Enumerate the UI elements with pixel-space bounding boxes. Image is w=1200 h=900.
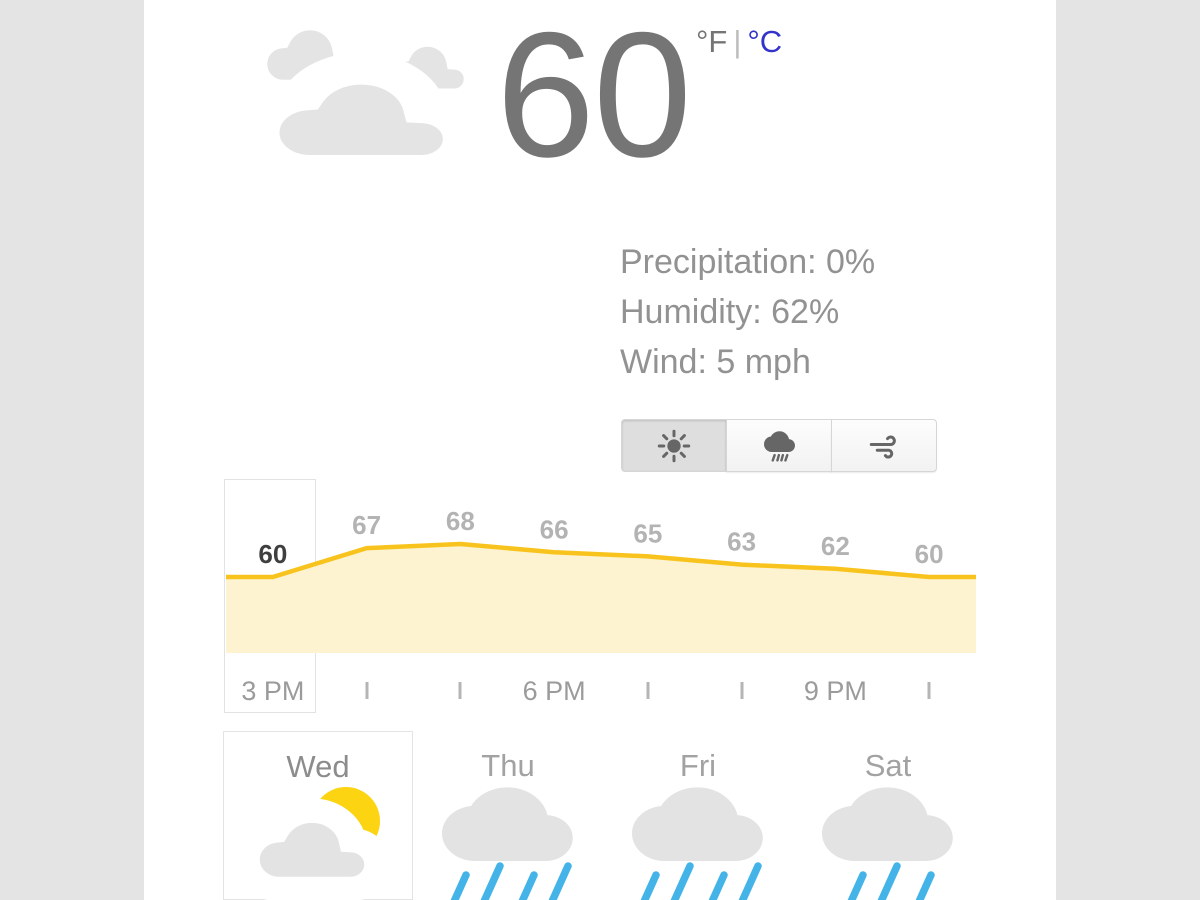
weather-card: 60 °F | °C Precipitation: 0% Humidity: 62%… xyxy=(144,0,1056,900)
axis-tick-label: 6 PM xyxy=(522,676,586,706)
rain-streak xyxy=(670,862,694,900)
axis-tick-bar xyxy=(740,682,744,699)
hour-temp-label: 60 xyxy=(915,539,944,569)
metric-tabs xyxy=(621,419,937,472)
day-label: Thu xyxy=(481,748,535,783)
hour-temp-label: 66 xyxy=(540,514,569,544)
tab-precipitation[interactable] xyxy=(726,419,832,472)
day-label: Sat xyxy=(864,748,912,783)
rain-streak xyxy=(708,871,728,900)
precipitation-text: Precipitation: 0% xyxy=(620,243,876,281)
fahrenheit-toggle[interactable]: °F xyxy=(696,24,728,59)
hour-temp-label: 65 xyxy=(633,518,662,548)
rain-icon xyxy=(632,787,763,900)
temperature-line xyxy=(226,541,976,580)
day-column-thu[interactable]: Thu xyxy=(413,731,603,900)
rain-icon xyxy=(442,787,573,900)
humidity-text: Humidity: 62% xyxy=(620,293,840,331)
day-column-wed[interactable]: Wed xyxy=(223,731,413,900)
axis-tick-bar xyxy=(365,682,369,699)
current-temperature: 60 xyxy=(496,0,692,194)
tab-temperature[interactable] xyxy=(621,419,727,472)
rain-streak xyxy=(480,862,504,900)
day-label: Fri xyxy=(679,748,717,783)
hour-temp-label: 68 xyxy=(446,506,475,536)
unit-toggle: °F | °C xyxy=(696,24,782,60)
hour-temp-label: 63 xyxy=(727,527,756,557)
sun-icon xyxy=(657,429,691,462)
rain-streak xyxy=(518,871,538,900)
wind-icon xyxy=(869,435,896,459)
rain-streak xyxy=(548,862,572,900)
tab-wind[interactable] xyxy=(831,419,937,472)
axis-tick-bar xyxy=(927,682,931,699)
rain-icon xyxy=(763,431,795,462)
rain-streak xyxy=(847,871,867,900)
day-column-fri[interactable]: Fri xyxy=(603,731,793,900)
hour-temp-label: 60 xyxy=(258,539,287,569)
temperature-area-fill xyxy=(226,544,976,653)
weather-details: Precipitation: 0% Humidity: 62% Wind: 5 … xyxy=(620,237,875,387)
partly-cloudy-icon xyxy=(242,787,394,900)
day-column-sat[interactable]: Sat xyxy=(793,731,983,900)
axis-tick-bar xyxy=(646,682,650,699)
rain-streak xyxy=(915,871,935,900)
day-label: Wed xyxy=(286,749,350,784)
hour-temp-label: 67 xyxy=(352,510,381,540)
rain-streak xyxy=(640,871,660,900)
rain-streak xyxy=(738,862,762,900)
wind-text: Wind: 5 mph xyxy=(620,343,811,381)
hour-axis: 3 PM 6 PM 9 PM xyxy=(226,658,976,710)
rain-streak xyxy=(877,862,901,900)
axis-tick-label: 3 PM xyxy=(241,676,305,706)
unit-divider: | xyxy=(733,24,742,59)
axis-tick-bar xyxy=(458,682,462,699)
axis-tick-label: 9 PM xyxy=(803,676,867,706)
hour-temp-label: 62 xyxy=(821,531,850,561)
rain-icon xyxy=(822,787,953,900)
hourly-temperature-chart[interactable]: 60 67 68 66 65 63 62 60 xyxy=(226,478,976,653)
rain-streak xyxy=(450,871,470,900)
celsius-toggle[interactable]: °C xyxy=(747,24,783,59)
cloudy-icon xyxy=(256,6,478,176)
